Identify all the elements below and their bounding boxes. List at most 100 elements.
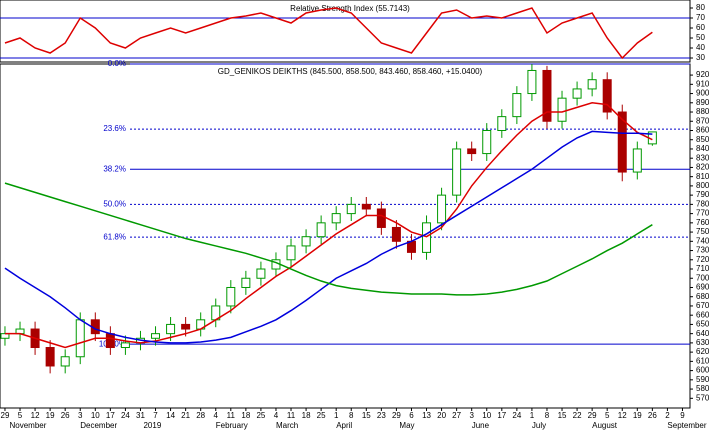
candle-body bbox=[422, 222, 432, 253]
candle-body bbox=[256, 268, 266, 279]
x-tick-label: 10 bbox=[91, 411, 100, 420]
y-tick-label: 910 bbox=[696, 79, 710, 88]
y-tick-label: 590 bbox=[696, 375, 710, 384]
y-tick-label: 830 bbox=[696, 153, 710, 162]
y-tick-label: 700 bbox=[696, 273, 710, 282]
candle-body bbox=[557, 97, 567, 122]
x-tick-label: 4 bbox=[274, 411, 279, 420]
x-tick-label: 24 bbox=[121, 411, 130, 420]
y-tick-label: 900 bbox=[696, 89, 710, 98]
x-tick-label: 22 bbox=[573, 411, 582, 420]
month-label: May bbox=[399, 421, 414, 430]
y-tick-label: 650 bbox=[696, 320, 710, 329]
candle-body bbox=[241, 277, 251, 288]
y-tick-label: 720 bbox=[696, 255, 710, 264]
candle-body bbox=[632, 148, 642, 173]
x-tick-label: 31 bbox=[136, 411, 145, 420]
fib-label: 61.8% bbox=[103, 232, 126, 241]
candle-body bbox=[437, 194, 447, 224]
y-tick-label: 840 bbox=[696, 144, 710, 153]
y-tick-label: 860 bbox=[696, 126, 710, 135]
candle-body bbox=[151, 333, 161, 339]
x-tick-label: 23 bbox=[377, 411, 386, 420]
candle-body bbox=[226, 286, 236, 307]
line-series bbox=[4, 7, 653, 60]
candle-body bbox=[391, 226, 401, 242]
x-tick-label: 4 bbox=[214, 411, 219, 420]
candle-body bbox=[75, 319, 85, 358]
y-tick-label: 710 bbox=[696, 264, 710, 273]
candle-body bbox=[542, 69, 552, 122]
fib-label: 50.0% bbox=[103, 199, 126, 208]
x-tick-label: 1 bbox=[530, 411, 535, 420]
x-tick-label: 29 bbox=[1, 411, 10, 420]
price-title: GD_GENIKOS DEIKTHS (845.500, 858.500, 84… bbox=[218, 67, 483, 76]
y-tick-label: 570 bbox=[696, 393, 710, 402]
x-tick-label: 6 bbox=[409, 411, 414, 420]
candle-body bbox=[301, 236, 311, 247]
candle-body bbox=[512, 93, 522, 118]
x-tick-label: 18 bbox=[302, 411, 311, 420]
candle-body bbox=[331, 213, 341, 224]
month-label: September bbox=[667, 421, 706, 430]
x-tick-label: 3 bbox=[469, 411, 474, 420]
fib-label: 23.6% bbox=[103, 124, 126, 133]
candle-body bbox=[286, 245, 296, 261]
candle-body bbox=[527, 69, 537, 95]
x-tick-label: 5 bbox=[605, 411, 610, 420]
x-tick-label: 25 bbox=[317, 411, 326, 420]
y-tick-label: 580 bbox=[696, 384, 710, 393]
y-tick-label: 690 bbox=[696, 283, 710, 292]
x-tick-label: 15 bbox=[362, 411, 371, 420]
rsi-frame bbox=[0, 0, 691, 63]
x-tick-label: 10 bbox=[482, 411, 491, 420]
x-tick-label: 29 bbox=[392, 411, 401, 420]
candle-body bbox=[120, 342, 130, 349]
x-tick-label: 12 bbox=[31, 411, 40, 420]
x-tick-label: 11 bbox=[227, 411, 236, 420]
month-label: April bbox=[336, 421, 352, 430]
x-tick-label: 3 bbox=[78, 411, 83, 420]
line-series bbox=[4, 102, 653, 349]
x-tick-label: 13 bbox=[422, 411, 431, 420]
candle-body bbox=[361, 203, 371, 210]
candle-body bbox=[572, 88, 582, 99]
month-label: November bbox=[9, 421, 46, 430]
x-tick-label: 17 bbox=[497, 411, 506, 420]
x-tick-label: 15 bbox=[558, 411, 567, 420]
x-tick-label: 2 bbox=[665, 411, 670, 420]
y-tick-label: 880 bbox=[696, 107, 710, 116]
candle-body bbox=[346, 203, 356, 215]
y-tick-label: 740 bbox=[696, 236, 710, 245]
x-tick-label: 21 bbox=[181, 411, 190, 420]
y-tick-label: 670 bbox=[696, 301, 710, 310]
x-tick-label: 12 bbox=[618, 411, 627, 420]
fib-label: 38.2% bbox=[103, 164, 126, 173]
candle-body bbox=[181, 323, 191, 330]
y-tick-label: 790 bbox=[696, 190, 710, 199]
x-tick-label: 29 bbox=[588, 411, 597, 420]
y-tick-label: 680 bbox=[696, 292, 710, 301]
y-tick-label: 760 bbox=[696, 218, 710, 227]
y-tick-label: 50 bbox=[696, 33, 705, 42]
x-tick-label: 9 bbox=[680, 411, 685, 420]
x-tick-label: 5 bbox=[18, 411, 23, 420]
candle-body bbox=[467, 148, 477, 155]
candle-body bbox=[617, 111, 627, 173]
x-tick-label: 18 bbox=[241, 411, 250, 420]
x-tick-label: 27 bbox=[452, 411, 461, 420]
x-tick-label: 14 bbox=[166, 411, 175, 420]
candle-body bbox=[166, 323, 176, 335]
x-tick-label: 19 bbox=[633, 411, 642, 420]
x-tick-label: 28 bbox=[196, 411, 205, 420]
y-tick-label: 620 bbox=[696, 347, 710, 356]
candle-body bbox=[60, 356, 70, 367]
candle-body bbox=[497, 116, 507, 131]
y-tick-label: 610 bbox=[696, 356, 710, 365]
x-tick-label: 17 bbox=[106, 411, 115, 420]
y-tick-label: 70 bbox=[696, 13, 705, 22]
y-tick-label: 770 bbox=[696, 209, 710, 218]
y-tick-label: 820 bbox=[696, 163, 710, 172]
candle-body bbox=[376, 208, 386, 228]
